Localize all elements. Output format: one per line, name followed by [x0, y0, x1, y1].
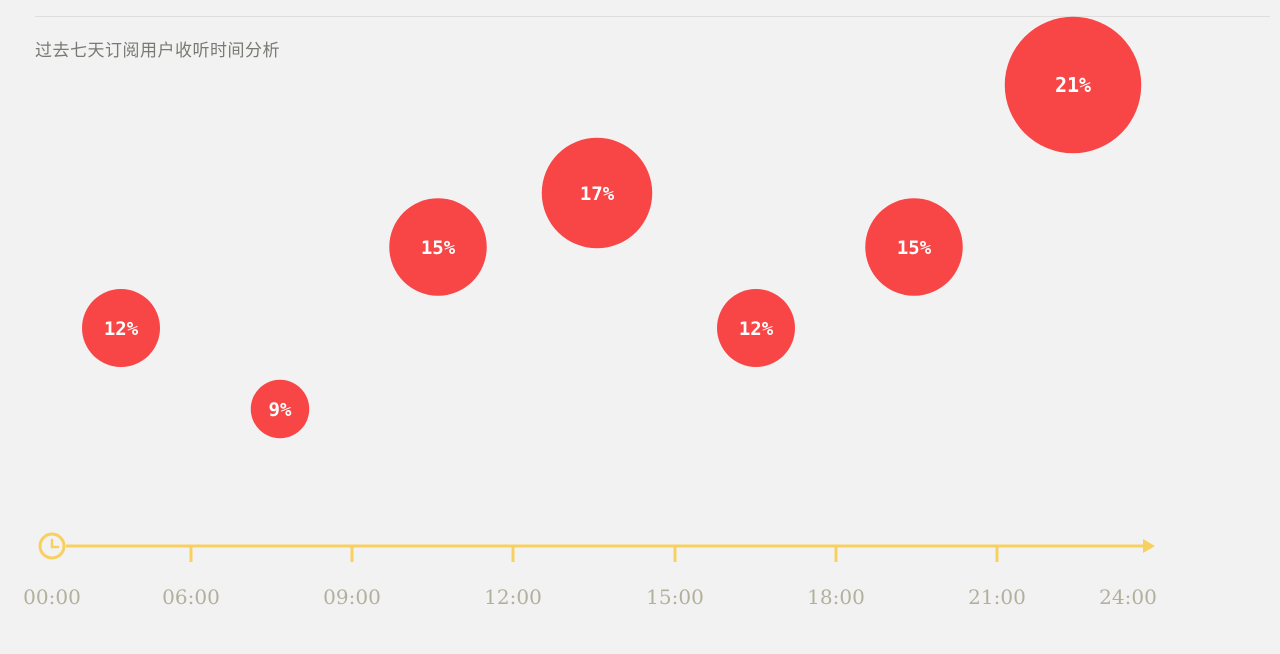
- bubble-data-label: 9%: [269, 399, 292, 421]
- bubble-data-label: 17%: [580, 183, 615, 205]
- bubble-circle: [865, 198, 963, 296]
- x-tick-label: 18:00: [807, 585, 865, 609]
- x-tick-label: 00:00: [23, 585, 81, 609]
- bubble-point: 9%: [250, 379, 310, 439]
- bubble-circle: [541, 137, 653, 249]
- x-tick-label: 12:00: [484, 585, 542, 609]
- bubble-circle: [717, 289, 795, 367]
- bubble-data-label: 21%: [1055, 73, 1091, 97]
- bubble-circle: [250, 379, 310, 439]
- x-tick-label: 06:00: [162, 585, 220, 609]
- arrow-right-icon: [1143, 539, 1155, 553]
- x-tick-label: 24:00: [1099, 585, 1157, 609]
- bubble-circle: [389, 198, 487, 296]
- bubble-data-label: 12%: [104, 318, 139, 340]
- bubble-data-label: 15%: [421, 237, 456, 259]
- bubble-point: 21%: [1004, 16, 1142, 154]
- bubble-point: 12%: [717, 289, 795, 367]
- bubble-point: 12%: [82, 289, 160, 367]
- tick-labels: 00:00 06:00 09:00 12:00 15:00 18:00 21:00 24:00: [23, 585, 1157, 609]
- x-tick-label: 15:00: [646, 585, 704, 609]
- bubble-point: 15%: [389, 198, 487, 296]
- bubble-series: 12% 9% 15% 17% 12% 15% 21%: [82, 16, 1142, 439]
- bubble-point: 17%: [541, 137, 653, 249]
- top-divider: [35, 16, 1270, 17]
- clock-icon: [38, 532, 66, 560]
- x-tick-label: 09:00: [323, 585, 381, 609]
- x-tick-label: 21:00: [968, 585, 1026, 609]
- bubble-circle: [1004, 16, 1142, 154]
- bubble-data-label: 15%: [897, 237, 932, 259]
- bubble-circle: [82, 289, 160, 367]
- bubble-data-label: 12%: [739, 318, 774, 340]
- bubble-point: 15%: [865, 198, 963, 296]
- page-title: 过去七天订阅用户收听时间分析: [35, 41, 280, 61]
- time-axis: [38, 532, 1155, 562]
